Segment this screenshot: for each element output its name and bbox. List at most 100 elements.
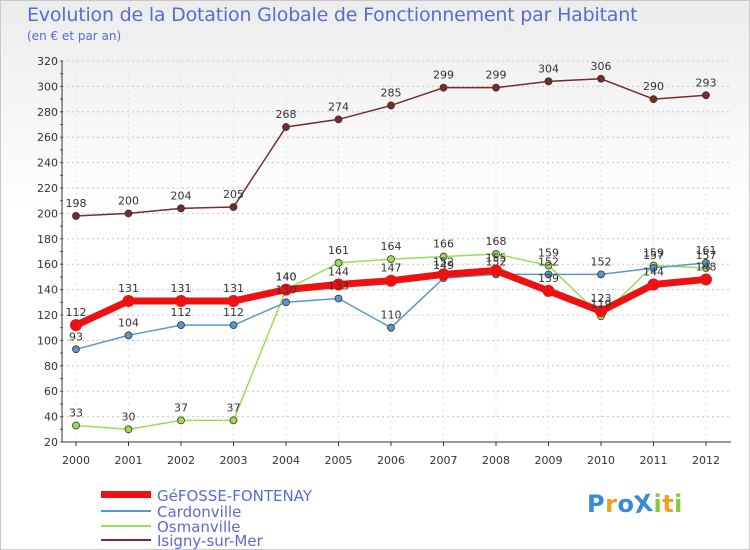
x-tick-label: 2007 bbox=[430, 454, 458, 467]
data-point bbox=[595, 305, 607, 318]
data-point bbox=[544, 77, 553, 86]
data-point bbox=[280, 283, 292, 296]
logo-letter: X bbox=[632, 488, 656, 520]
data-point bbox=[72, 345, 80, 354]
data-label: 144 bbox=[643, 266, 664, 279]
x-tick-label: 2001 bbox=[115, 454, 143, 467]
data-label: 293 bbox=[696, 76, 717, 89]
y-tick-label: 160 bbox=[37, 258, 58, 271]
data-point bbox=[334, 294, 343, 303]
data-point bbox=[72, 212, 80, 220]
logo-letter: i bbox=[653, 490, 663, 518]
y-tick-label: 100 bbox=[37, 334, 58, 347]
data-label: 164 bbox=[381, 240, 402, 253]
data-label: 166 bbox=[433, 238, 454, 251]
data-label: 204 bbox=[171, 189, 192, 202]
data-label: 306 bbox=[591, 60, 612, 73]
proxiti-logo: ProXiti bbox=[587, 488, 683, 520]
data-point bbox=[72, 421, 80, 430]
y-tick-label: 260 bbox=[37, 131, 58, 144]
data-point bbox=[387, 323, 395, 332]
data-point bbox=[702, 91, 710, 100]
x-tick-label: 2003 bbox=[220, 454, 248, 467]
data-point bbox=[700, 273, 712, 286]
data-label: 139 bbox=[538, 272, 559, 285]
data-label: 205 bbox=[223, 188, 244, 201]
data-point bbox=[124, 209, 133, 218]
data-point bbox=[649, 264, 658, 272]
chart-subtitle: (en € et par an) bbox=[27, 29, 122, 43]
x-tick-label: 2002 bbox=[167, 454, 195, 467]
data-point bbox=[437, 268, 450, 281]
data-label: 133 bbox=[328, 279, 349, 292]
data-label: 290 bbox=[643, 80, 664, 93]
data-label: 131 bbox=[223, 282, 244, 295]
y-tick-label: 220 bbox=[37, 182, 58, 195]
data-label: 161 bbox=[696, 244, 717, 257]
data-point bbox=[702, 259, 710, 267]
data-label: 157 bbox=[643, 249, 664, 262]
data-point bbox=[597, 74, 605, 83]
data-point bbox=[492, 83, 500, 92]
data-label: 112 bbox=[171, 306, 192, 319]
logo-letter: o bbox=[617, 490, 635, 518]
x-tick-label: 2011 bbox=[640, 454, 668, 467]
y-tick-label: 300 bbox=[37, 80, 58, 93]
x-tick-label: 2004 bbox=[272, 454, 300, 467]
data-label: 144 bbox=[328, 266, 349, 279]
logo-letter: i bbox=[674, 490, 683, 518]
x-tick-label: 2010 bbox=[587, 454, 615, 467]
data-label: 155 bbox=[486, 252, 507, 265]
data-label: 152 bbox=[538, 255, 559, 268]
y-tick-label: 120 bbox=[37, 309, 58, 322]
data-label: 33 bbox=[69, 406, 83, 419]
chart-title: Evolution de la Dotation Globale de Fonc… bbox=[27, 4, 638, 26]
data-point bbox=[385, 274, 397, 287]
data-label: 93 bbox=[69, 330, 83, 343]
legend-swatch-cardonville bbox=[101, 510, 151, 512]
x-tick-label: 2000 bbox=[62, 454, 90, 467]
y-tick-label: 60 bbox=[44, 385, 58, 398]
data-label: 30 bbox=[122, 410, 136, 423]
data-point bbox=[229, 321, 238, 330]
y-tick-label: 320 bbox=[37, 55, 58, 68]
logo-letter: t bbox=[662, 490, 675, 518]
y-tick-label: 180 bbox=[37, 233, 58, 246]
data-point bbox=[387, 101, 395, 110]
data-label: 37 bbox=[174, 401, 188, 414]
data-label: 159 bbox=[538, 246, 559, 259]
x-tick-label: 2009 bbox=[535, 454, 563, 467]
data-point bbox=[229, 416, 238, 425]
data-point bbox=[175, 295, 187, 308]
data-point bbox=[177, 321, 185, 330]
data-point bbox=[177, 204, 185, 213]
data-label: 198 bbox=[66, 197, 87, 210]
data-label: 149 bbox=[433, 259, 454, 272]
y-tick-label: 140 bbox=[37, 284, 58, 297]
data-point bbox=[332, 278, 345, 291]
x-tick-label: 2006 bbox=[377, 454, 405, 467]
data-point bbox=[227, 295, 240, 308]
data-point bbox=[439, 252, 448, 261]
y-tick-label: 80 bbox=[44, 360, 58, 373]
logo-letter: P bbox=[587, 490, 606, 518]
data-point bbox=[597, 270, 605, 279]
data-label: 274 bbox=[328, 100, 349, 113]
data-label: 159 bbox=[643, 246, 664, 259]
data-label: 152 bbox=[591, 255, 612, 268]
data-label: 37 bbox=[227, 401, 241, 414]
data-point bbox=[70, 319, 82, 332]
data-point bbox=[544, 261, 553, 270]
data-label: 123 bbox=[591, 292, 612, 305]
data-label: 268 bbox=[276, 108, 297, 121]
data-label: 112 bbox=[66, 306, 87, 319]
data-label: 304 bbox=[538, 62, 559, 75]
data-point bbox=[387, 255, 395, 264]
y-tick-label: 20 bbox=[44, 436, 58, 449]
legend-swatch-isigny-sur-mer bbox=[101, 539, 151, 541]
legend-swatch-gefosse-fontenay bbox=[101, 491, 151, 498]
data-point bbox=[334, 259, 343, 267]
data-point bbox=[439, 83, 448, 92]
